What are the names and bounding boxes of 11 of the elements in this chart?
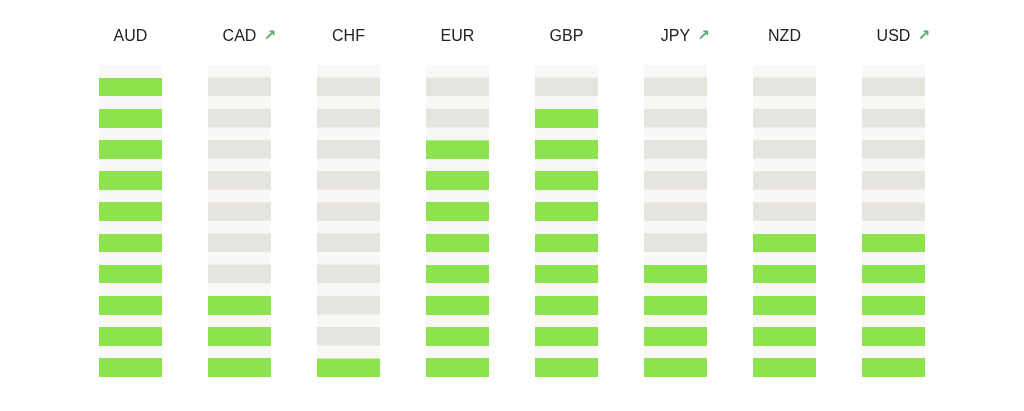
text: ↗ xyxy=(917,26,930,45)
x-tick-label: CHF xyxy=(332,27,366,45)
text: ↗ xyxy=(263,26,276,45)
x-tick-label: CAD xyxy=(222,27,257,45)
x-tick-label: GBP xyxy=(549,27,584,45)
x-tick-label: AUD xyxy=(113,27,148,45)
x-tick-label: USD xyxy=(876,27,911,45)
text: ↗ xyxy=(697,26,710,45)
x-tick-label: NZD xyxy=(768,27,801,45)
x-tick-label: JPY xyxy=(660,27,691,45)
x-tick-label: EUR xyxy=(440,27,475,45)
